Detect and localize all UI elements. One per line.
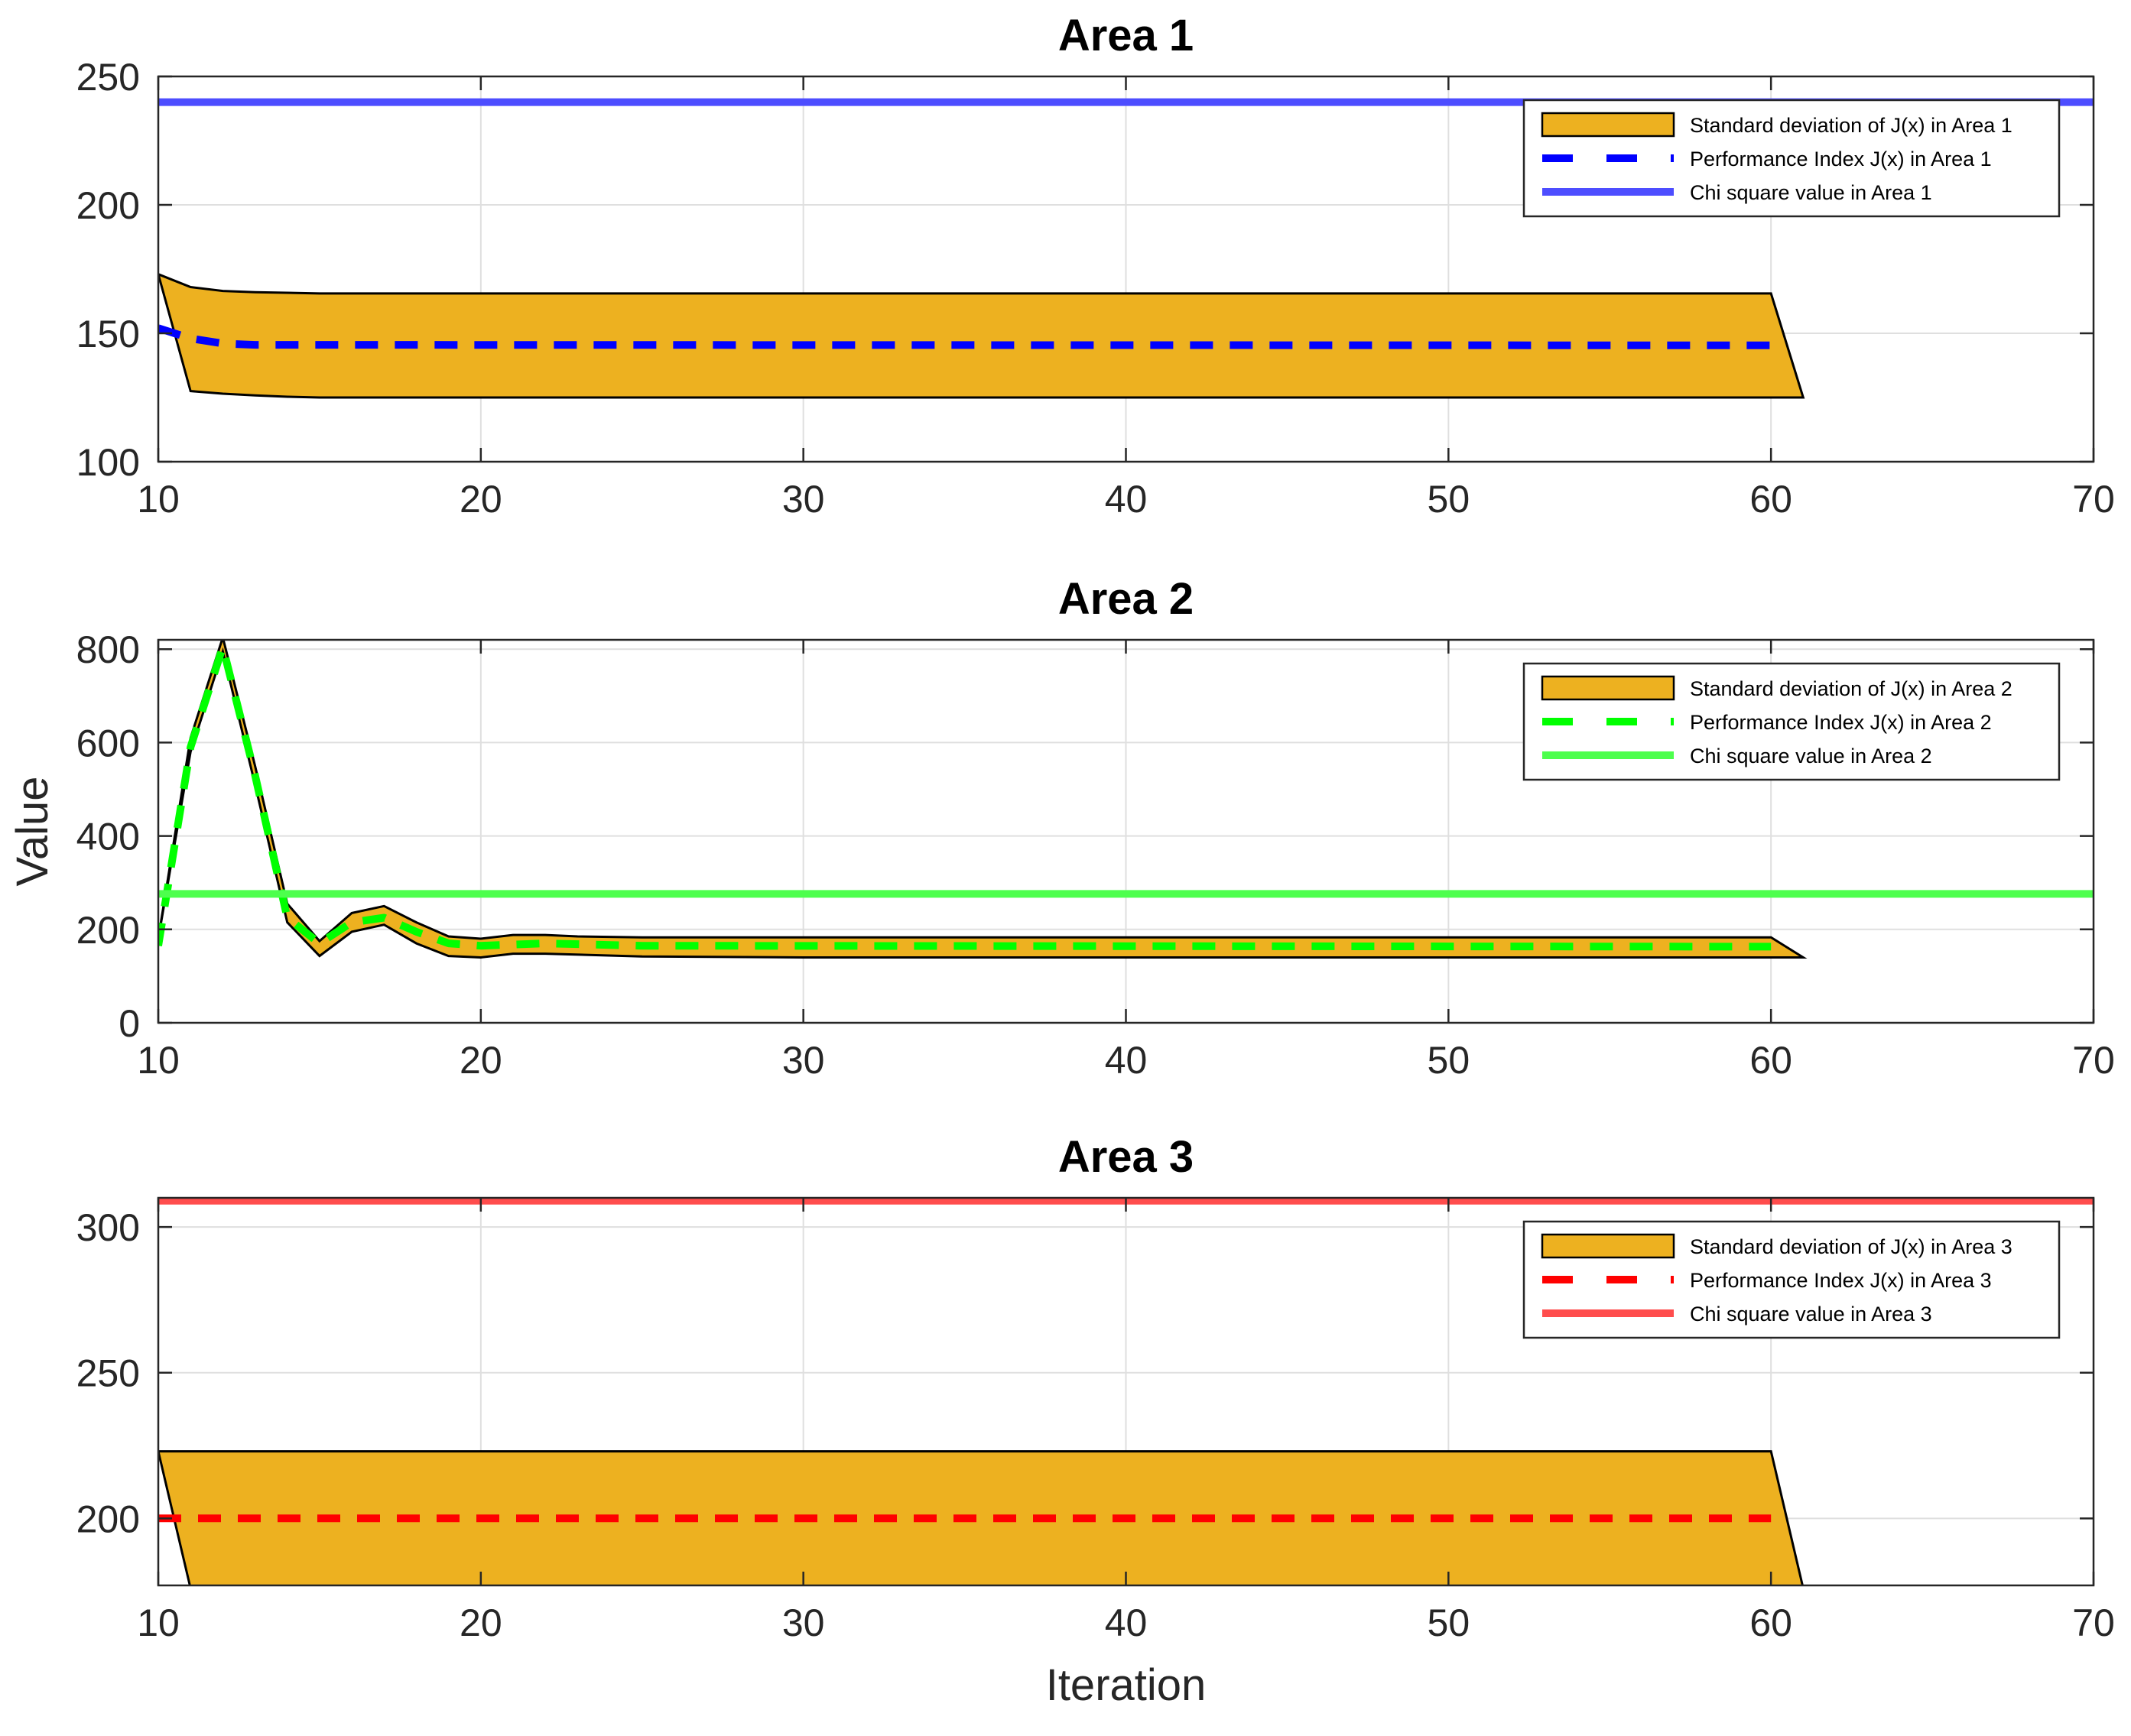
panel-title: Area 2 xyxy=(1058,574,1194,624)
legend-entry-label: Chi square value in Area 1 xyxy=(1690,181,1932,204)
x-tick-label: 60 xyxy=(1749,1039,1792,1082)
x-tick-label: 30 xyxy=(782,478,825,521)
legend: Standard deviation of J(x) in Area 1 Perf… xyxy=(1522,99,2061,218)
x-tick-label: 10 xyxy=(137,478,180,521)
y-tick-label: 150 xyxy=(76,313,140,355)
legend: Standard deviation of J(x) in Area 2 Perf… xyxy=(1522,662,2061,781)
y-tick-label: 250 xyxy=(76,56,140,99)
x-tick-label: 40 xyxy=(1105,1039,1148,1082)
x-tick-label: 10 xyxy=(137,1601,180,1644)
x-tick-label: 70 xyxy=(2072,478,2115,521)
legend-entry-label: Performance Index J(x) in Area 3 xyxy=(1690,1269,1992,1292)
x-tick-label: 20 xyxy=(460,478,502,521)
legend-entry-label: Performance Index J(x) in Area 1 xyxy=(1690,148,1992,170)
panel-area-1: 10 20 30 40 50 60 70 100 150 200 250 Area 1 Standard… xyxy=(76,11,2115,521)
legend-entry-label: Chi square value in Area 2 xyxy=(1690,745,1932,767)
y-tick-label: 300 xyxy=(76,1206,140,1249)
y-tick-label: 100 xyxy=(76,441,140,484)
legend-swatch-band xyxy=(1541,675,1675,701)
x-tick-label: 20 xyxy=(460,1039,502,1082)
y-tick-label: 400 xyxy=(76,816,140,858)
performance-index-line xyxy=(158,324,1772,349)
panel-title: Area 1 xyxy=(1058,11,1194,60)
panel-area-3: 10 20 30 40 50 60 70 200 250 300 Area 3 Iteration St… xyxy=(76,1132,2115,1710)
legend-entry-label: Standard deviation of J(x) in Area 1 xyxy=(1690,114,2012,137)
x-tick-label: 50 xyxy=(1428,1039,1470,1082)
x-tick-label: 50 xyxy=(1428,478,1470,521)
legend-swatch-band xyxy=(1541,1233,1675,1259)
legend-swatch-band xyxy=(1541,112,1675,138)
legend-entry-label: Performance Index J(x) in Area 2 xyxy=(1690,711,1992,734)
legend-entry-label: Standard deviation of J(x) in Area 2 xyxy=(1690,677,2012,700)
x-tick-label: 20 xyxy=(460,1601,502,1644)
y-tick-label: 200 xyxy=(76,184,140,227)
y-tick-label: 800 xyxy=(76,628,140,671)
x-axis-label: Iteration xyxy=(1046,1660,1207,1710)
x-tick-label: 30 xyxy=(782,1601,825,1644)
x-tick-label: 10 xyxy=(137,1039,180,1082)
x-tick-label: 60 xyxy=(1749,478,1792,521)
y-tick-label: 600 xyxy=(76,722,140,764)
legend: Standard deviation of J(x) in Area 3 Perf… xyxy=(1522,1220,2061,1339)
performance-index-line xyxy=(158,643,1772,951)
y-axis-label: Value xyxy=(8,776,57,886)
x-tick-label: 70 xyxy=(2072,1601,2115,1644)
x-tick-label: 30 xyxy=(782,1039,825,1082)
plot-area xyxy=(158,640,2094,959)
x-tick-label: 60 xyxy=(1749,1601,1792,1644)
x-tick-label: 40 xyxy=(1105,478,1148,521)
panel-area-2: 10 20 30 40 50 60 70 0 200 400 600 800 Area 2 Value St… xyxy=(8,574,2115,1082)
legend-entry-label: Standard deviation of J(x) in Area 3 xyxy=(1690,1235,2012,1258)
x-tick-label: 40 xyxy=(1105,1601,1148,1644)
legend-entry-label: Chi square value in Area 3 xyxy=(1690,1303,1932,1326)
x-tick-label: 70 xyxy=(2072,1039,2115,1082)
x-tick-label: 50 xyxy=(1428,1601,1470,1644)
y-tick-label: 200 xyxy=(76,1498,140,1540)
std-deviation-band xyxy=(158,640,1808,959)
y-tick-label: 0 xyxy=(119,1002,140,1045)
y-tick-label: 200 xyxy=(76,909,140,952)
std-deviation-band xyxy=(158,1450,1804,1585)
y-tick-label: 250 xyxy=(76,1352,140,1395)
panel-title: Area 3 xyxy=(1058,1132,1194,1182)
std-deviation-band xyxy=(158,273,1805,399)
plot-area xyxy=(158,98,2094,399)
